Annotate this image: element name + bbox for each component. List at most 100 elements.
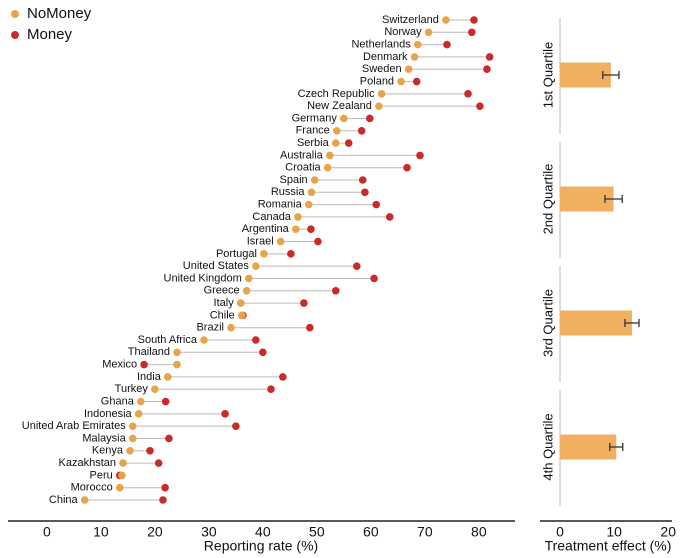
category-label: Kazakhstan: [59, 457, 116, 469]
dot: [443, 40, 451, 49]
dot: [80, 496, 89, 504]
dot: [483, 65, 491, 74]
dot: [331, 139, 340, 147]
dot: [470, 16, 478, 24]
category-label: Sweden: [362, 63, 402, 75]
category-label: Argentina: [242, 223, 290, 235]
category-label: Serbia: [297, 137, 330, 149]
category-label: Canada: [252, 211, 291, 223]
category-label: Morocco: [71, 482, 113, 494]
dot: [252, 262, 260, 270]
x-tick-label: 80: [471, 524, 487, 540]
dot: [468, 28, 476, 37]
dot: [161, 483, 169, 492]
category-label: Poland: [360, 75, 394, 87]
dot: [323, 163, 332, 172]
dot: [485, 53, 494, 61]
dot: [310, 176, 319, 184]
dot: [326, 151, 334, 160]
dot: [260, 250, 268, 258]
dot: [134, 410, 143, 418]
category-label: Kenya: [92, 445, 124, 457]
bar: [560, 434, 617, 460]
category-label: Russia: [271, 186, 306, 198]
dot: [128, 434, 137, 443]
dot: [397, 77, 405, 86]
dot: [151, 385, 159, 394]
x-tick-label: 30: [201, 524, 217, 540]
dot: [340, 114, 348, 123]
dot: [115, 483, 124, 492]
x-tick-label: 20: [660, 524, 676, 540]
category-label: Croatia: [285, 162, 321, 174]
dot: [221, 410, 229, 418]
x-tick-label: 70: [417, 524, 433, 540]
dot: [304, 200, 313, 209]
category-label: Israel: [247, 235, 274, 247]
dot: [424, 28, 433, 37]
dot: [344, 139, 353, 147]
category-label: Czech Republic: [298, 88, 376, 100]
dot: [403, 163, 411, 172]
category-label: Norway: [384, 26, 422, 38]
category-label: Ghana: [101, 395, 135, 407]
dot: [232, 422, 240, 430]
category-label: Indonesia: [84, 408, 133, 420]
dot: [237, 311, 246, 320]
category-label: 3rd Quartile: [540, 289, 555, 357]
category-label: 4th Quartile: [540, 413, 555, 480]
category-label: Chile: [210, 309, 235, 321]
category-label: Germany: [292, 112, 338, 124]
dot: [291, 225, 300, 234]
category-label: 2nd Quartile: [540, 164, 555, 235]
dot: [259, 348, 267, 357]
x-axis-title: Reporting rate (%): [204, 538, 318, 554]
dot: [146, 446, 154, 455]
category-label: New Zealand: [307, 100, 372, 112]
category-label: Malaysia: [82, 432, 126, 444]
dot: [165, 434, 173, 443]
dot: [358, 176, 367, 184]
x-tick-label: 10: [93, 524, 109, 540]
x-tick-label: 10: [606, 524, 622, 540]
dot: [173, 360, 181, 369]
dot: [412, 77, 421, 86]
legend-label: NoMoney: [27, 5, 92, 22]
category-label: Romania: [258, 199, 303, 211]
category-label: Australia: [280, 149, 324, 161]
category-label: Portugal: [216, 248, 257, 260]
dot: [294, 213, 302, 221]
dot: [414, 40, 422, 49]
dot: [287, 250, 295, 258]
dot: [227, 323, 235, 332]
dot: [375, 102, 383, 110]
dot: [276, 237, 285, 246]
dot: [159, 496, 167, 504]
dot: [357, 126, 366, 135]
dot: [200, 336, 208, 344]
dot: [404, 65, 413, 74]
category-label: United Kingdom: [164, 272, 242, 284]
legend-marker: [11, 10, 19, 18]
dot: [370, 274, 378, 283]
category-label: China: [49, 494, 79, 506]
category-label: Brazil: [196, 322, 224, 334]
category-label: France: [296, 125, 330, 137]
category-label: Thailand: [128, 346, 170, 358]
x-tick-label: 0: [556, 524, 564, 540]
dot: [128, 422, 137, 430]
category-label: Denmark: [363, 51, 408, 63]
dot: [307, 225, 315, 234]
dot: [306, 323, 314, 332]
x-tick-label: 50: [309, 524, 325, 540]
category-label: Spain: [280, 174, 308, 186]
dot: [442, 16, 450, 24]
dot: [137, 397, 145, 406]
category-label: United States: [183, 260, 250, 272]
x-tick-label: 0: [43, 524, 51, 540]
dot: [352, 262, 361, 270]
dot: [252, 336, 260, 344]
dot: [236, 299, 245, 307]
dot: [410, 53, 419, 61]
